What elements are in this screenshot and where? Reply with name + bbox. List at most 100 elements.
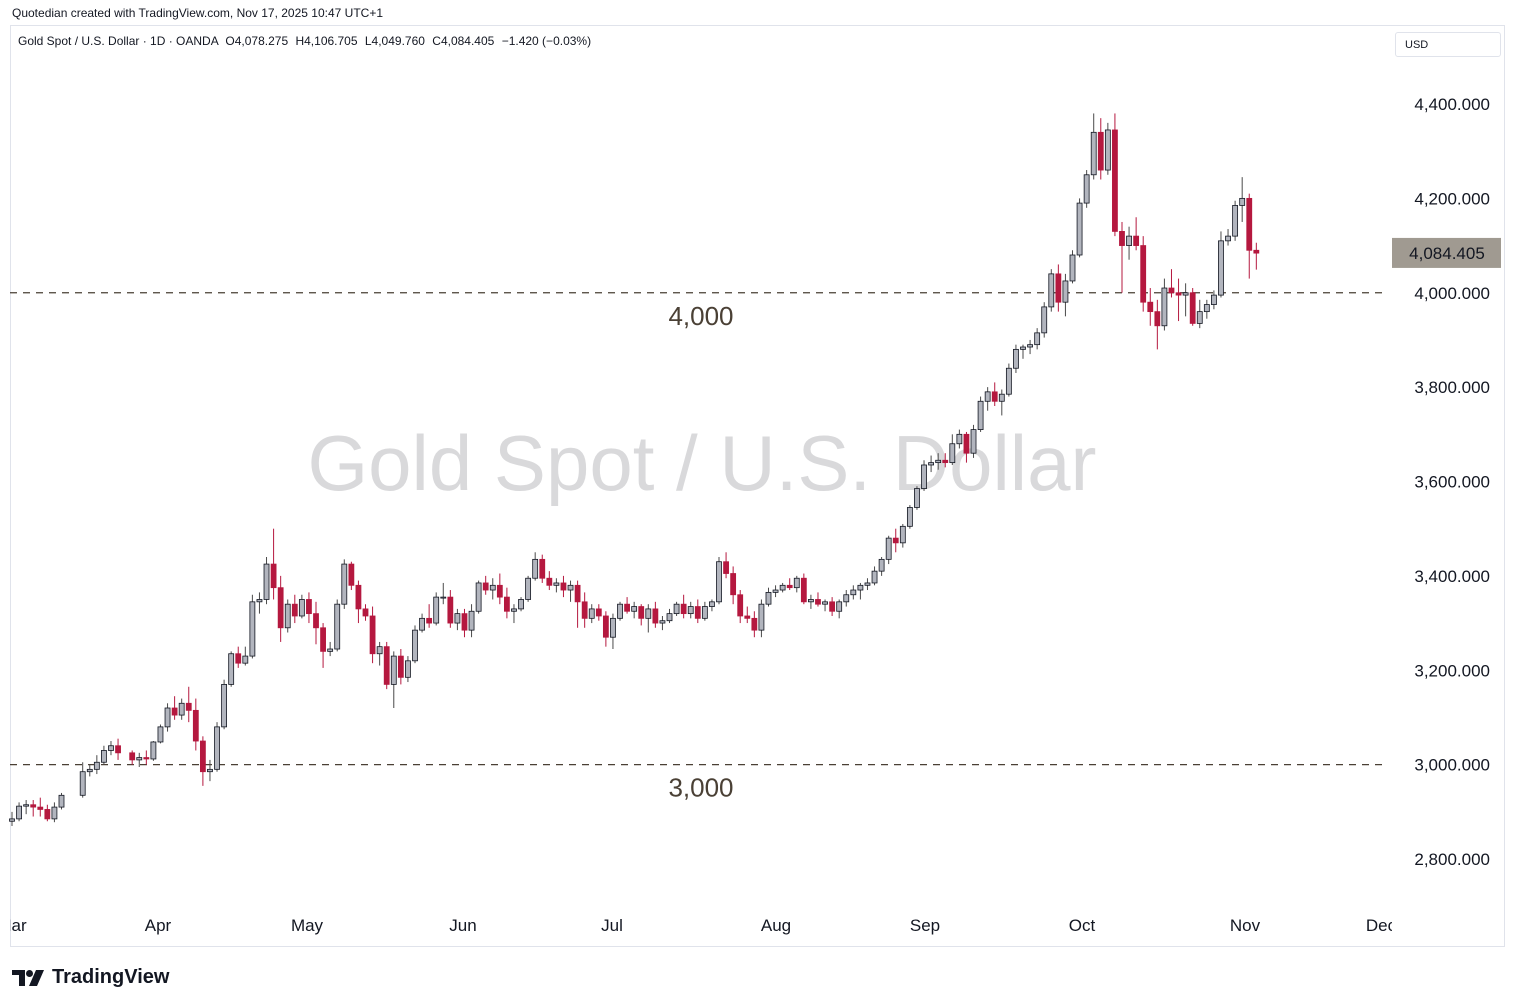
candle bbox=[942, 453, 949, 468]
candle bbox=[447, 590, 454, 628]
candle bbox=[16, 802, 22, 822]
candle-body bbox=[447, 596, 454, 624]
price-tick-label: 3,400.000 bbox=[1414, 567, 1490, 586]
candle bbox=[496, 573, 503, 605]
candle-body bbox=[482, 582, 489, 591]
legend-low: L4,049.760 bbox=[364, 34, 425, 48]
candle bbox=[93, 755, 100, 775]
candle bbox=[793, 575, 800, 593]
candle bbox=[588, 604, 595, 624]
candle bbox=[963, 431, 970, 463]
last-price-badge bbox=[1392, 237, 1501, 268]
chart-pane[interactable] bbox=[10, 25, 1505, 947]
candle-body bbox=[511, 608, 517, 612]
candle bbox=[949, 434, 956, 465]
candle bbox=[115, 738, 121, 760]
price-tick-label: 3,000.000 bbox=[1414, 756, 1490, 775]
candle bbox=[1055, 264, 1062, 312]
candle-body bbox=[857, 584, 864, 591]
candle bbox=[9, 811, 15, 826]
candle-body bbox=[624, 603, 630, 612]
candle-body bbox=[744, 615, 751, 619]
candle-body bbox=[1076, 202, 1083, 256]
candle-body bbox=[1020, 346, 1026, 350]
candle-body bbox=[906, 507, 913, 527]
candle bbox=[935, 453, 942, 470]
candle bbox=[86, 764, 93, 777]
legend-symbol[interactable]: Gold Spot / U.S. Dollar · 1D · OANDA bbox=[18, 34, 219, 48]
candle bbox=[885, 535, 892, 565]
candle-body bbox=[864, 582, 871, 586]
candle bbox=[249, 594, 256, 659]
candles bbox=[9, 113, 1260, 826]
candle bbox=[475, 580, 482, 614]
candle-body bbox=[475, 582, 482, 612]
legend-open: O4,078.275 bbox=[225, 34, 289, 48]
candle-body bbox=[758, 603, 765, 631]
candle bbox=[892, 528, 899, 553]
candle-body bbox=[23, 804, 30, 807]
candle-body bbox=[1218, 240, 1224, 296]
candle bbox=[1253, 242, 1260, 270]
symbol-watermark: Gold Spot / U.S. Dollar bbox=[308, 419, 1097, 507]
candle-body bbox=[362, 608, 369, 617]
candle-body bbox=[694, 606, 701, 619]
candle-body bbox=[921, 464, 927, 489]
candle-body bbox=[1119, 231, 1125, 246]
candle-body bbox=[687, 606, 694, 615]
candle-body bbox=[949, 443, 956, 464]
candle-body bbox=[503, 596, 510, 612]
candle bbox=[539, 554, 546, 583]
candle bbox=[1211, 290, 1217, 310]
candle bbox=[461, 608, 468, 638]
candle bbox=[185, 686, 192, 723]
candle bbox=[617, 601, 623, 621]
candle bbox=[306, 592, 312, 624]
candle-body bbox=[9, 818, 15, 822]
candle bbox=[1112, 113, 1118, 237]
candle-body bbox=[178, 702, 185, 716]
candle bbox=[553, 578, 560, 593]
candle-body bbox=[553, 582, 560, 586]
candle bbox=[984, 387, 991, 411]
candle-body bbox=[334, 603, 341, 650]
tradingview-logo[interactable]: TradingView bbox=[12, 966, 169, 989]
candle bbox=[129, 750, 136, 765]
candle-body bbox=[631, 606, 638, 612]
candle bbox=[1104, 122, 1111, 175]
candle-body bbox=[263, 563, 270, 600]
candle-body bbox=[164, 707, 171, 728]
candle-body bbox=[1048, 273, 1055, 308]
candle bbox=[1189, 288, 1196, 326]
candle-body bbox=[1239, 197, 1246, 206]
currency-selector[interactable]: USD bbox=[1395, 32, 1501, 57]
candle bbox=[214, 722, 220, 772]
candle bbox=[808, 594, 814, 609]
candle bbox=[850, 585, 857, 600]
candle-body bbox=[86, 768, 93, 773]
candle-body bbox=[185, 702, 192, 711]
candle-body bbox=[412, 629, 418, 662]
candle-body bbox=[998, 393, 1005, 402]
candle-body bbox=[914, 488, 920, 508]
candle bbox=[503, 587, 510, 619]
candle bbox=[1218, 231, 1224, 298]
candle bbox=[207, 759, 213, 782]
candle-body bbox=[51, 806, 58, 820]
price-tick-label: 2,800.000 bbox=[1414, 850, 1490, 869]
candle-body bbox=[426, 617, 433, 624]
level-label: 4,000 bbox=[668, 301, 733, 331]
candle-body bbox=[1175, 292, 1182, 296]
candle-body bbox=[822, 601, 828, 605]
candle bbox=[397, 649, 404, 685]
time-tick-label: Apr bbox=[145, 916, 172, 935]
candle-body bbox=[567, 584, 574, 591]
candle-body bbox=[518, 599, 524, 610]
candle-body bbox=[772, 589, 779, 593]
candle-body bbox=[815, 599, 821, 605]
candle-body bbox=[800, 577, 807, 603]
candle bbox=[313, 601, 319, 645]
candle-body bbox=[970, 429, 977, 454]
candle bbox=[362, 604, 369, 621]
